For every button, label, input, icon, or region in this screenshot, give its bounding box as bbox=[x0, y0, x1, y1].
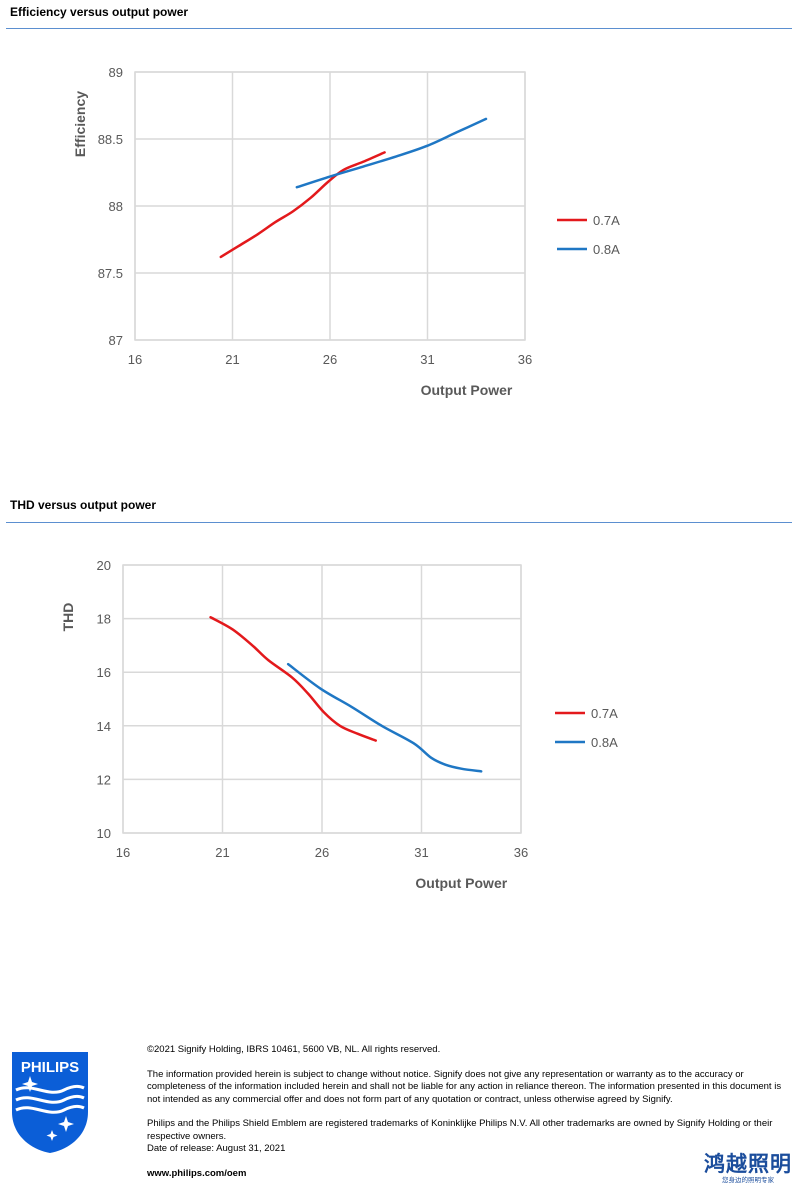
legend-label: 0.8A bbox=[591, 735, 618, 750]
x-tick-label: 26 bbox=[323, 352, 337, 367]
svg-text:PHILIPS: PHILIPS bbox=[21, 1059, 79, 1076]
philips-shield-icon: PHILIPS bbox=[12, 1052, 88, 1153]
efficiency-section-title: Efficiency versus output power bbox=[10, 5, 189, 19]
y-tick-label: 14 bbox=[97, 719, 111, 734]
x-tick-label: 21 bbox=[225, 352, 239, 367]
y-tick-label: 20 bbox=[97, 558, 111, 573]
series-line-0.8A bbox=[286, 662, 483, 773]
efficiency-chart: 16 21 26 31 36 87 87.5 88 88.5 89 Output Power Effi… bbox=[72, 65, 620, 398]
footer-disclaimer: The information provided herein is subje… bbox=[147, 1068, 782, 1105]
x-tick-label: 36 bbox=[518, 352, 532, 367]
legend-label: 0.7A bbox=[591, 706, 618, 721]
section-divider bbox=[6, 28, 792, 29]
x-axis-title: Output Power bbox=[415, 875, 507, 891]
footer-url-link[interactable]: www.philips.com/oem bbox=[147, 1167, 247, 1179]
y-tick-label: 18 bbox=[97, 612, 111, 627]
y-tick-label: 16 bbox=[97, 665, 111, 680]
footer: ©2021 Signify Holding, IBRS 10461, 5600 … bbox=[147, 1044, 789, 1180]
x-tick-label: 26 bbox=[315, 845, 329, 860]
philips-logo: PHILIPS bbox=[8, 1050, 92, 1159]
footer-copyright: ©2021 Signify Holding, IBRS 10461, 5600 … bbox=[147, 1044, 441, 1055]
x-tick-label: 36 bbox=[514, 845, 528, 860]
legend-label: 0.8A bbox=[593, 242, 620, 257]
brand-watermark: 鸿越照明 您身边的照明专家 bbox=[704, 1152, 792, 1184]
x-tick-label: 31 bbox=[414, 845, 428, 860]
y-tick-label: 87 bbox=[109, 333, 123, 348]
x-tick-label: 16 bbox=[116, 845, 130, 860]
section-divider bbox=[6, 522, 792, 523]
x-tick-label: 21 bbox=[215, 845, 229, 860]
x-axis-title: Output Power bbox=[421, 382, 513, 398]
y-axis-title: Efficiency bbox=[72, 91, 88, 157]
series-line-0.7A bbox=[219, 151, 386, 259]
footer-trademarks: Philips and the Philips Shield Emblem ar… bbox=[147, 1118, 773, 1142]
y-tick-label: 12 bbox=[97, 772, 111, 787]
footer-release-date: Date of release: August 31, 2021 bbox=[147, 1143, 286, 1154]
series-line-0.7A bbox=[209, 616, 377, 742]
series-line-0.8A bbox=[295, 117, 488, 189]
brand-tagline: 您身边的照明专家 bbox=[722, 1176, 774, 1184]
thd-chart: 16 21 26 31 36 10 12 14 16 18 20 Output Power THD 0.7… bbox=[60, 558, 618, 891]
legend-label: 0.7A bbox=[593, 213, 620, 228]
y-tick-label: 88 bbox=[109, 199, 123, 214]
x-tick-label: 31 bbox=[420, 352, 434, 367]
brand-name: 鸿越照明 bbox=[704, 1152, 792, 1176]
x-tick-label: 16 bbox=[128, 352, 142, 367]
y-tick-label: 87.5 bbox=[98, 266, 123, 281]
y-tick-label: 89 bbox=[109, 65, 123, 80]
thd-section-title: THD versus output power bbox=[10, 498, 157, 512]
y-axis-title: THD bbox=[60, 603, 76, 632]
y-tick-label: 88.5 bbox=[98, 132, 123, 147]
y-tick-label: 10 bbox=[97, 826, 111, 841]
